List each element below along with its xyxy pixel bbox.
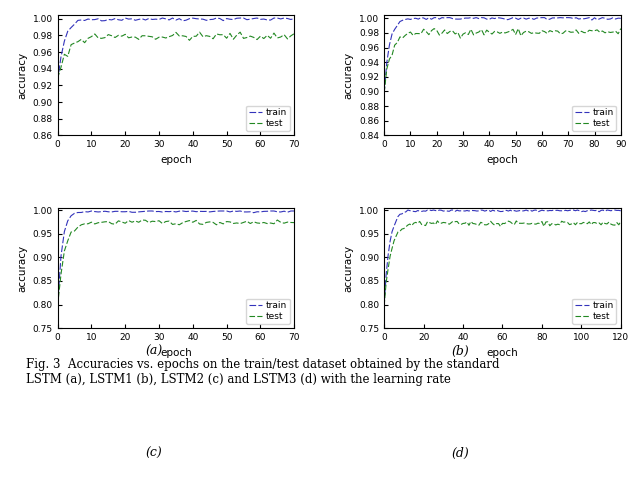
X-axis label: epoch: epoch bbox=[486, 155, 518, 165]
Y-axis label: accuracy: accuracy bbox=[344, 245, 354, 292]
X-axis label: epoch: epoch bbox=[160, 155, 192, 165]
Y-axis label: accuracy: accuracy bbox=[344, 51, 354, 98]
Text: (b): (b) bbox=[452, 345, 470, 359]
Legend: train, test: train, test bbox=[246, 105, 290, 131]
X-axis label: epoch: epoch bbox=[486, 348, 518, 358]
X-axis label: epoch: epoch bbox=[160, 348, 192, 358]
Y-axis label: accuracy: accuracy bbox=[17, 245, 27, 292]
Y-axis label: accuracy: accuracy bbox=[17, 51, 27, 98]
Text: (a): (a) bbox=[145, 345, 162, 359]
Legend: train, test: train, test bbox=[246, 298, 290, 324]
Text: (c): (c) bbox=[145, 447, 162, 460]
Text: (d): (d) bbox=[452, 447, 470, 460]
Legend: train, test: train, test bbox=[572, 105, 616, 131]
Text: Fig. 3  Accuracies vs. epochs on the train/test dataset obtained by the standard: Fig. 3 Accuracies vs. epochs on the trai… bbox=[26, 358, 499, 386]
Legend: train, test: train, test bbox=[572, 298, 616, 324]
